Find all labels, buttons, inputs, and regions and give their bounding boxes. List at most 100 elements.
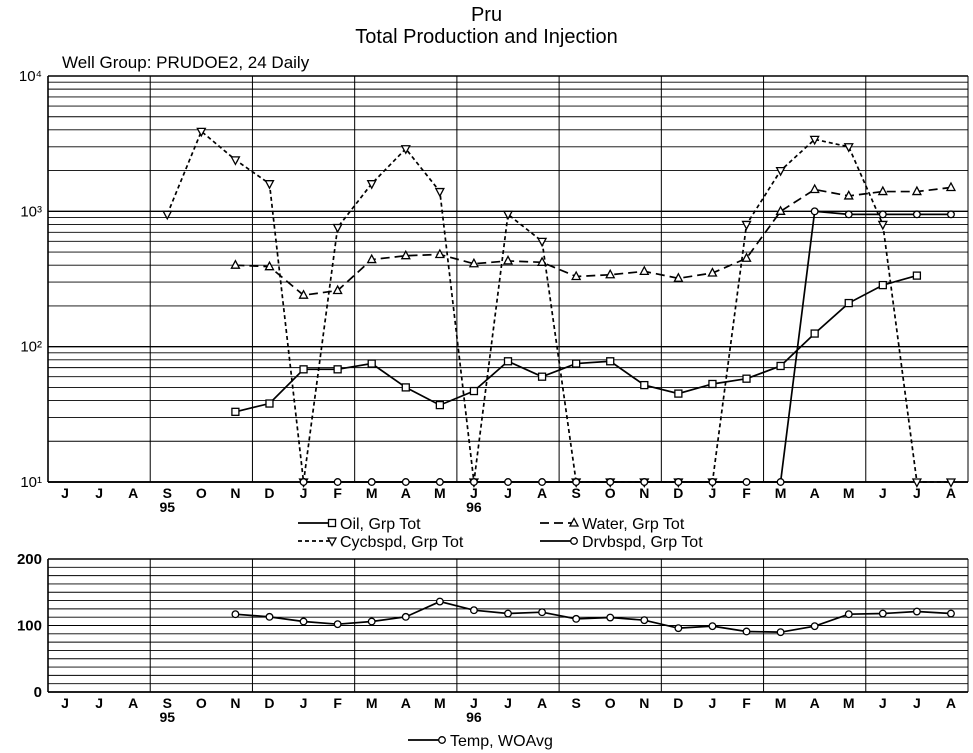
data-point-oil (674, 389, 683, 398)
x-tick-label-0: A (128, 485, 138, 501)
data-point-cycbspd (877, 220, 888, 231)
x-tick-label-0: J (470, 485, 478, 501)
x-tick-label-1: D (673, 695, 683, 711)
data-point-temp (367, 617, 376, 626)
data-point-temp (708, 622, 717, 631)
legend-marker-temp (438, 736, 446, 744)
x-tick-label-1: D (264, 695, 274, 711)
data-point-drvbspd (333, 478, 342, 486)
data-point-water (673, 272, 684, 282)
x-tick-label-1: S (163, 695, 172, 711)
data-point-oil (571, 359, 581, 368)
data-point-drvbspd (572, 478, 581, 486)
x-tick-label-0: M (775, 485, 787, 501)
data-point-oil (469, 386, 479, 396)
data-point-temp (435, 597, 444, 606)
x-tick-label-0: J (300, 485, 308, 501)
data-point-oil (401, 383, 410, 392)
data-point-water (366, 253, 377, 264)
data-point-drvbspd (367, 478, 376, 486)
x-tick-label-1: A (128, 695, 138, 711)
legend-marker-water (568, 517, 580, 527)
series-line-oil (235, 274, 918, 413)
data-point-oil (708, 379, 717, 389)
data-point-oil (912, 271, 922, 280)
data-point-cycbspd (502, 210, 514, 221)
x-tick-label-1: J (470, 695, 478, 711)
data-point-oil (333, 365, 342, 374)
legend-marker-cycbspd (326, 537, 338, 547)
data-point-cycbspd (332, 223, 343, 234)
x-tick-label-0: J (61, 485, 69, 501)
data-point-drvbspd (844, 210, 853, 219)
x-tick-label-0: O (196, 485, 207, 501)
x-tick-label-0: F (742, 485, 751, 501)
legend-label-water: Water, Grp Tot (582, 516, 685, 533)
data-point-temp (844, 610, 853, 619)
data-point-cycbspd (911, 478, 922, 488)
data-point-water (945, 181, 957, 192)
data-point-oil (640, 380, 649, 390)
data-point-temp (231, 610, 240, 619)
data-point-water (571, 270, 582, 281)
data-point-water (843, 190, 854, 200)
data-point-temp (912, 607, 921, 616)
data-point-water (707, 267, 718, 277)
x-tick-label-1: N (639, 695, 649, 711)
year-label-1: 95 (159, 709, 175, 725)
x-tick-label-0: A (946, 485, 956, 501)
x-tick-label-0: N (639, 485, 649, 501)
data-point-oil (606, 357, 615, 366)
y-tick-label-1: 200 (17, 551, 42, 568)
data-point-water (298, 289, 309, 299)
series-line-water (235, 186, 952, 297)
x-tick-label-1: J (95, 695, 103, 711)
x-tick-label-1: A (810, 695, 820, 711)
x-tick-label-0: M (434, 485, 446, 501)
data-point-water (502, 255, 514, 265)
x-tick-label-0: A (401, 485, 411, 501)
data-point-water (468, 257, 480, 268)
data-point-drvbspd (742, 478, 751, 486)
data-point-oil (537, 372, 547, 381)
data-point-drvbspd (299, 478, 308, 486)
year-label-0: 95 (159, 499, 175, 515)
data-point-water (741, 252, 752, 262)
data-point-drvbspd (708, 478, 717, 486)
legend-label-oil: Oil, Grp Tot (340, 516, 421, 533)
x-tick-label-1: M (434, 695, 446, 711)
data-point-cycbspd (400, 145, 411, 155)
data-point-drvbspd (469, 478, 478, 486)
data-point-temp (674, 624, 683, 633)
data-point-oil (299, 365, 308, 374)
data-point-water (264, 260, 275, 271)
x-tick-label-1: M (843, 695, 855, 711)
data-point-oil (503, 357, 513, 366)
x-tick-label-1: J (504, 695, 512, 711)
data-point-water (877, 185, 888, 196)
series-line-cycbspd (166, 129, 951, 483)
legend-label-cycbspd: Cycbspd, Grp Tot (340, 534, 464, 551)
data-point-temp (469, 606, 478, 615)
data-point-water (536, 256, 548, 266)
data-point-water (809, 183, 820, 194)
x-tick-label-1: J (61, 695, 69, 711)
x-tick-label-0: M (366, 485, 378, 501)
x-tick-label-1: O (605, 695, 616, 711)
data-point-temp (538, 608, 547, 617)
chart-title: Pru (470, 4, 503, 26)
data-point-cycbspd (775, 166, 786, 177)
well-group-label: Well Group: PRUDOE2, 24 Daily (62, 53, 310, 72)
data-point-water (605, 268, 616, 279)
x-tick-label-1: N (230, 695, 240, 711)
y-tick-label-0: 10² (20, 339, 42, 356)
legend-marker-drvbspd (570, 537, 578, 545)
data-point-drvbspd (947, 210, 955, 219)
x-tick-label-0: J (913, 485, 921, 501)
x-tick-label-0: A (810, 485, 820, 501)
data-point-water (230, 259, 241, 269)
data-point-water (332, 284, 343, 295)
data-point-cycbspd (945, 478, 957, 488)
x-tick-label-0: D (264, 485, 274, 501)
